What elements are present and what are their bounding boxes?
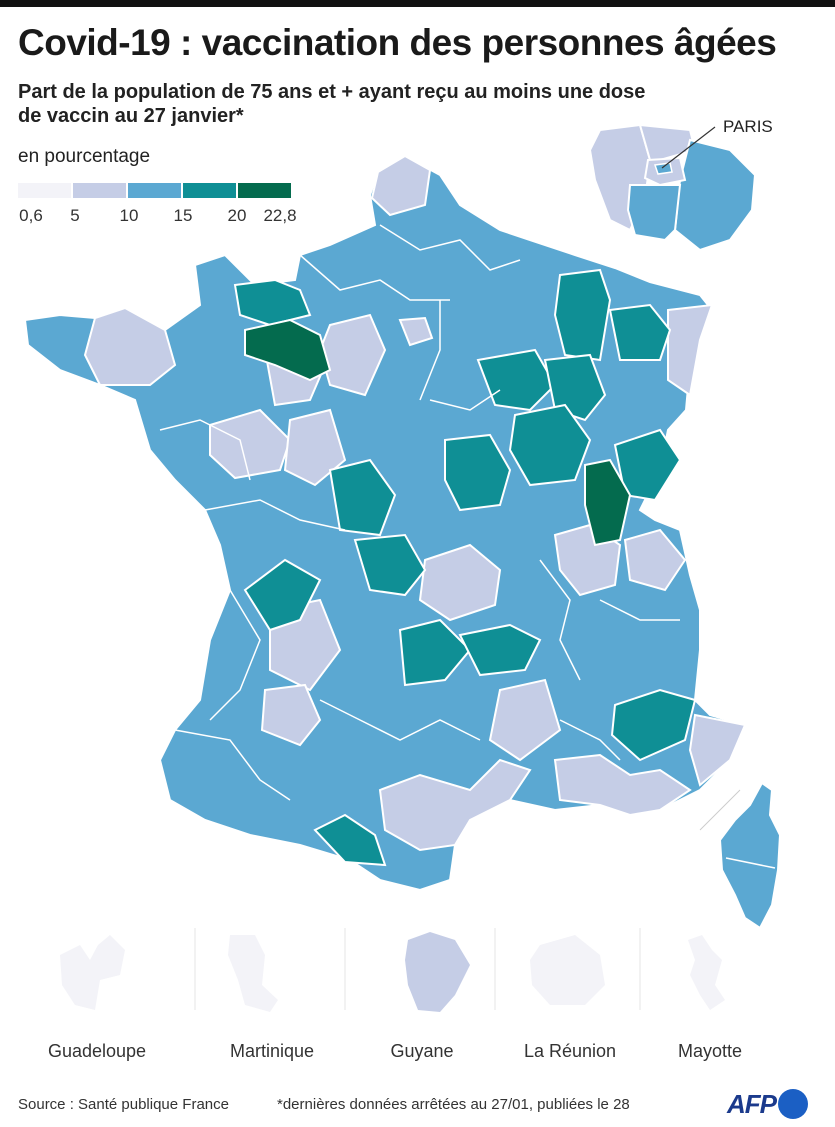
source-note: Source : Santé publique France: [18, 1096, 229, 1113]
legend-swatch-1: [18, 183, 71, 198]
afp-logo: AFP: [727, 1085, 808, 1123]
region-rhone-valley: [488, 678, 562, 762]
legend-swatch-5: [238, 183, 291, 198]
region-allier: [353, 533, 427, 597]
overseas-label-reunion: La Réunion: [523, 1041, 617, 1061]
inset-north: [638, 123, 697, 161]
paris-area-mainland: [398, 316, 434, 347]
region-loire: [458, 623, 542, 677]
legend-swatch-4: [183, 183, 236, 198]
region-lozere: [398, 618, 472, 687]
overseas-label-guyane: Guyane: [390, 1041, 454, 1061]
legend-bar: [18, 183, 291, 198]
region-orne: [244, 318, 332, 382]
legend-tick: 5: [70, 206, 80, 225]
region-aquitaine-east: [260, 683, 322, 747]
page-title: Covid-19 : vaccination des personnes âgé…: [18, 22, 777, 63]
legend-tick: 0,6: [19, 206, 43, 225]
footnote: *dernières données arrêtées au 27/01, pu…: [277, 1096, 630, 1113]
region-massif: [418, 543, 502, 622]
paris-leader-line: [661, 126, 716, 169]
region-alps-north: [623, 528, 687, 592]
mayotte-shape: [688, 935, 725, 1010]
legend-tick: 22,8: [263, 206, 297, 225]
region-nievre: [444, 433, 512, 512]
corsica-frame-line: [699, 789, 741, 831]
region-cher: [328, 458, 397, 537]
overseas-separators: [194, 928, 641, 1010]
region-provence: [553, 753, 692, 817]
region-aube: [476, 348, 557, 412]
region-calvados: [233, 278, 312, 327]
martinique-shape: [228, 935, 278, 1012]
afp-logo-text: AFP: [727, 1088, 777, 1119]
region-brittany-north: [83, 306, 177, 386]
overseas-label-mayotte: Mayotte: [677, 1041, 743, 1061]
corsica: [718, 781, 782, 930]
region-jura: [584, 458, 632, 547]
region-champagne: [553, 268, 612, 362]
paris-core: [654, 162, 673, 175]
region-lorraine: [608, 303, 672, 361]
legend-tick: 10: [119, 206, 139, 225]
guyane-shape: [405, 932, 470, 1012]
page-subtitle: Part de la population de 75 ans et + aya…: [18, 81, 646, 127]
top-rule: [0, 0, 835, 7]
unit-label: en pourcentage: [18, 146, 151, 167]
legend-swatch-3: [128, 183, 181, 198]
region-alpes-maritimes: [688, 713, 747, 787]
region-haute-marne: [543, 353, 607, 422]
region-charente: [243, 558, 322, 632]
paris-inset: [588, 123, 757, 252]
region-hautes-alpes: [610, 688, 697, 762]
inset-south: [626, 184, 682, 242]
legend-tick: 20: [227, 206, 247, 225]
reunion-shape: [530, 935, 605, 1005]
region-alsace: [667, 303, 714, 397]
region-cote-dor: [508, 403, 592, 487]
paris-label: PARIS: [723, 117, 773, 136]
legend-swatch-2: [73, 183, 126, 198]
region-languedoc: [378, 758, 532, 852]
inset-east: [673, 138, 757, 252]
legend-tick: 15: [173, 206, 193, 225]
department-borders: [159, 224, 680, 801]
overseas-label-guadeloupe: Guadeloupe: [47, 1041, 147, 1061]
region-north: [370, 154, 432, 217]
guadeloupe-shape: [60, 935, 125, 1010]
afp-logo-dot: [778, 1089, 808, 1119]
overseas-label-martinique: Martinique: [229, 1041, 315, 1061]
region-centre-west: [209, 408, 292, 480]
legend: 0,6 5 10 15 20 22,8: [18, 183, 298, 233]
region-ariege: [313, 813, 387, 867]
corsica-divider: [725, 857, 776, 869]
